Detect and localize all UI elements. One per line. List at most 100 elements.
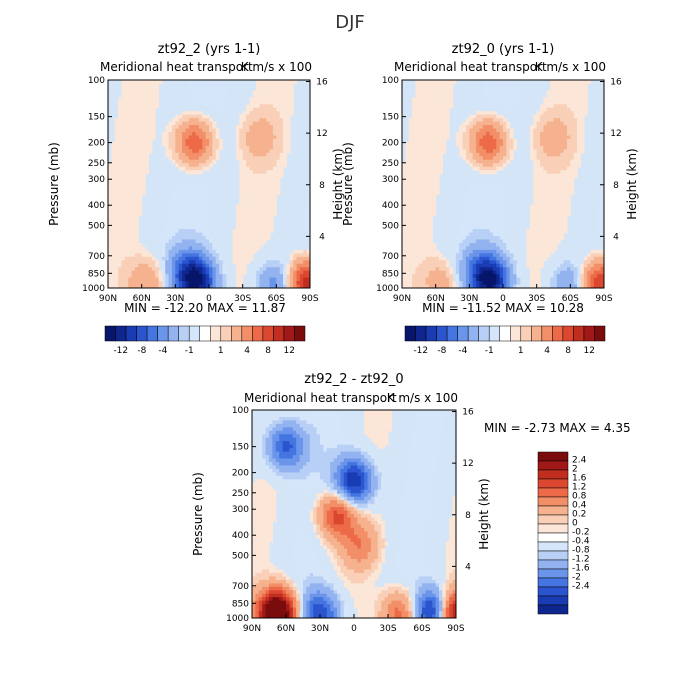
field-cell bbox=[422, 97, 427, 102]
field-cell bbox=[492, 80, 497, 85]
field-cell bbox=[496, 100, 501, 105]
field-cell bbox=[543, 145, 548, 150]
field-cell bbox=[546, 281, 551, 286]
field-cell bbox=[195, 142, 200, 147]
field-cell bbox=[418, 118, 423, 123]
field-cell bbox=[479, 242, 484, 247]
field-cell bbox=[124, 256, 129, 261]
field-cell bbox=[161, 249, 166, 254]
field-cell bbox=[412, 222, 417, 227]
field-cell bbox=[138, 80, 143, 85]
field-cell bbox=[272, 260, 277, 265]
field-cell bbox=[506, 246, 511, 251]
field-cell bbox=[262, 496, 267, 501]
field-cell bbox=[583, 274, 588, 279]
field-cell bbox=[425, 177, 430, 182]
field-cell bbox=[577, 145, 582, 150]
field-cell bbox=[499, 211, 504, 216]
field-cell bbox=[212, 125, 217, 130]
field-cell bbox=[205, 256, 210, 261]
field-cell bbox=[496, 152, 501, 157]
field-cell bbox=[178, 132, 183, 137]
field-cell bbox=[188, 225, 193, 230]
field-cell bbox=[553, 222, 558, 227]
field-cell bbox=[529, 132, 534, 137]
field-cell bbox=[455, 138, 460, 143]
field-cell bbox=[580, 135, 585, 140]
field-cell bbox=[141, 184, 146, 189]
field-cell bbox=[182, 274, 187, 279]
field-cell bbox=[185, 281, 190, 286]
field-cell bbox=[306, 277, 310, 282]
field-cell bbox=[499, 281, 504, 286]
field-cell bbox=[235, 263, 240, 268]
field-cell bbox=[577, 97, 582, 102]
field-cell bbox=[256, 201, 261, 206]
field-cell bbox=[235, 225, 240, 230]
field-cell bbox=[479, 132, 484, 137]
field-cell bbox=[205, 277, 210, 282]
field-cell bbox=[198, 159, 203, 164]
field-cell bbox=[553, 184, 558, 189]
field-cell bbox=[185, 128, 190, 133]
field-cell bbox=[128, 156, 133, 161]
field-cell bbox=[439, 256, 443, 261]
field-cell bbox=[550, 97, 555, 102]
field-cell bbox=[265, 552, 270, 557]
field-cell bbox=[459, 236, 464, 241]
field-cell bbox=[121, 215, 126, 220]
field-cell bbox=[258, 489, 263, 494]
field-cell bbox=[222, 97, 227, 102]
field-cell bbox=[486, 270, 491, 275]
field-cell bbox=[235, 156, 240, 161]
field-cell bbox=[540, 225, 544, 230]
field-cell bbox=[161, 267, 166, 272]
field-cell bbox=[455, 256, 460, 261]
field-cell bbox=[265, 520, 270, 525]
field-cell bbox=[553, 163, 558, 168]
field-cell bbox=[232, 246, 237, 251]
field-cell bbox=[198, 125, 203, 130]
field-cell bbox=[138, 152, 143, 157]
field-cell bbox=[269, 142, 274, 147]
field-cell bbox=[175, 232, 180, 237]
field-cell bbox=[272, 256, 277, 261]
field-cell bbox=[118, 274, 123, 279]
field-cell bbox=[563, 118, 568, 123]
field-cell bbox=[402, 246, 406, 251]
field-cell bbox=[118, 114, 123, 119]
field-cell bbox=[131, 260, 136, 265]
field-cell bbox=[496, 208, 501, 213]
field-cell bbox=[215, 135, 220, 140]
field-cell bbox=[593, 277, 598, 282]
field-cell bbox=[128, 80, 133, 85]
field-cell bbox=[563, 218, 568, 223]
field-cell bbox=[269, 489, 273, 494]
field-cell bbox=[563, 170, 568, 175]
field-cell bbox=[114, 222, 119, 227]
field-cell bbox=[124, 239, 129, 244]
field-cell bbox=[540, 242, 544, 247]
field-cell bbox=[209, 242, 213, 247]
field-cell bbox=[289, 253, 294, 258]
field-cell bbox=[566, 201, 571, 206]
field-cell bbox=[570, 177, 575, 182]
field-cell bbox=[272, 284, 277, 288]
field-cell bbox=[124, 253, 129, 258]
field-cell bbox=[553, 83, 558, 88]
field-cell bbox=[529, 284, 534, 288]
field-cell bbox=[249, 204, 254, 209]
field-cell bbox=[249, 201, 254, 206]
contour-field bbox=[108, 80, 310, 288]
field-cell bbox=[114, 194, 119, 199]
field-cell bbox=[131, 218, 136, 223]
field-cell bbox=[249, 211, 254, 216]
field-cell bbox=[428, 242, 433, 247]
field-cell bbox=[435, 260, 440, 265]
field-cell bbox=[134, 256, 139, 261]
field-cell bbox=[232, 249, 237, 254]
field-cell bbox=[141, 135, 146, 140]
field-cell bbox=[412, 218, 417, 223]
field-cell bbox=[252, 500, 256, 505]
field-cell bbox=[276, 118, 281, 123]
